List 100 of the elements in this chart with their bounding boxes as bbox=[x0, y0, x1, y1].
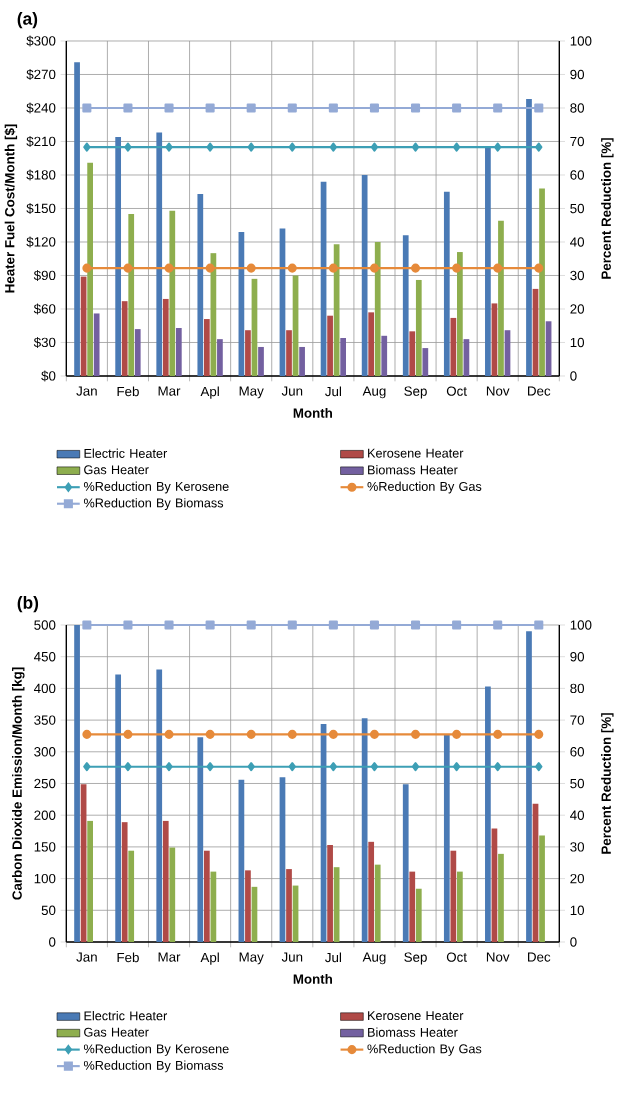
x-axis-title: Month bbox=[293, 973, 332, 984]
bar bbox=[175, 327, 182, 376]
point bbox=[123, 620, 133, 630]
legend-label: Biomass Heater bbox=[367, 1027, 458, 1037]
y2-tick-label: 20 bbox=[570, 873, 584, 884]
point bbox=[164, 729, 174, 739]
point bbox=[493, 729, 503, 739]
point bbox=[205, 103, 215, 113]
legend-label: %Reduction By Gas bbox=[367, 481, 482, 494]
point bbox=[534, 620, 544, 630]
point bbox=[205, 729, 215, 739]
point bbox=[329, 762, 337, 772]
x-tick-label: Aug bbox=[362, 952, 386, 965]
point bbox=[493, 762, 502, 772]
legend-label: %Reduction By Kerosene bbox=[83, 481, 229, 494]
bar bbox=[443, 191, 450, 376]
bar bbox=[497, 853, 504, 942]
x-tick-label: Jun bbox=[281, 386, 302, 396]
bar bbox=[525, 631, 532, 942]
point bbox=[369, 263, 379, 273]
y-tick-label: $180 bbox=[26, 169, 56, 181]
bar bbox=[121, 822, 128, 942]
y-tick-label: $300 bbox=[26, 35, 56, 47]
y2-tick-label: 40 bbox=[569, 810, 584, 820]
point bbox=[410, 103, 420, 113]
bar bbox=[134, 329, 141, 376]
bar bbox=[327, 844, 333, 942]
x-tick-label: May bbox=[239, 386, 264, 399]
bar bbox=[539, 835, 545, 942]
x-tick-label: Mar bbox=[158, 952, 181, 962]
point bbox=[82, 103, 92, 113]
bar bbox=[162, 820, 169, 942]
bar bbox=[327, 315, 333, 376]
legend-label: Electric Heater bbox=[84, 448, 167, 458]
y-tick-label: $90 bbox=[33, 270, 56, 281]
y2-tick-label: 20 bbox=[570, 304, 584, 314]
bar bbox=[197, 737, 204, 942]
y2-tick-label: 30 bbox=[570, 270, 584, 281]
legend-label: %Reduction By Biomass bbox=[83, 498, 223, 510]
bar bbox=[422, 348, 429, 376]
point bbox=[247, 762, 255, 772]
y-tick-label: $120 bbox=[26, 236, 56, 248]
bar bbox=[115, 674, 121, 942]
point bbox=[246, 103, 256, 113]
point bbox=[534, 103, 544, 113]
bar bbox=[169, 847, 176, 942]
bar bbox=[74, 625, 80, 942]
point bbox=[124, 142, 132, 152]
bar bbox=[368, 841, 374, 942]
y2-tick-label: 90 bbox=[570, 69, 584, 80]
point bbox=[452, 142, 461, 152]
x-tick-label: Nov bbox=[486, 386, 510, 396]
point bbox=[82, 620, 92, 630]
bar bbox=[128, 850, 134, 942]
point bbox=[451, 103, 461, 113]
y2-tick-label: 60 bbox=[570, 170, 584, 180]
y2-axis-title: Percent Reduction [%] bbox=[600, 138, 614, 279]
point bbox=[493, 142, 502, 152]
point bbox=[165, 142, 173, 152]
y-tick-label: 300 bbox=[34, 747, 56, 757]
point bbox=[369, 103, 379, 113]
point bbox=[370, 762, 378, 772]
point bbox=[534, 762, 543, 772]
bar bbox=[162, 298, 169, 376]
y2-tick-label: 70 bbox=[570, 136, 584, 147]
x-tick-label: Feb bbox=[117, 386, 139, 397]
y-tick-label: 100 bbox=[34, 873, 56, 884]
bar bbox=[285, 330, 292, 376]
y2-tick-label: 60 bbox=[570, 747, 584, 757]
bar bbox=[361, 718, 368, 942]
point bbox=[83, 142, 91, 152]
point bbox=[534, 729, 544, 739]
point bbox=[493, 103, 503, 113]
point bbox=[246, 620, 256, 630]
y-tick-label: $60 bbox=[33, 303, 56, 315]
point bbox=[205, 263, 215, 273]
point bbox=[164, 263, 174, 273]
point bbox=[164, 620, 174, 630]
point bbox=[82, 729, 92, 739]
point bbox=[164, 103, 174, 113]
point bbox=[369, 620, 379, 630]
legend-label: %Reduction By Gas bbox=[367, 1044, 482, 1056]
x-axis-title: Month bbox=[293, 407, 332, 418]
point bbox=[451, 263, 461, 273]
bar bbox=[216, 339, 223, 376]
bar bbox=[443, 734, 450, 942]
y-tick-label: 0 bbox=[48, 937, 56, 947]
legend-label: Kerosene Heater bbox=[367, 448, 464, 458]
point bbox=[328, 263, 338, 273]
point bbox=[246, 263, 256, 273]
bar bbox=[374, 242, 381, 376]
point bbox=[287, 729, 297, 739]
y-tick-label: 500 bbox=[34, 620, 56, 630]
bar bbox=[484, 686, 491, 942]
point bbox=[410, 620, 420, 630]
point bbox=[82, 263, 92, 273]
point bbox=[246, 729, 256, 739]
bar bbox=[484, 147, 491, 376]
x-tick-label: Dec bbox=[527, 386, 551, 396]
y2-tick-label: 80 bbox=[570, 103, 584, 113]
